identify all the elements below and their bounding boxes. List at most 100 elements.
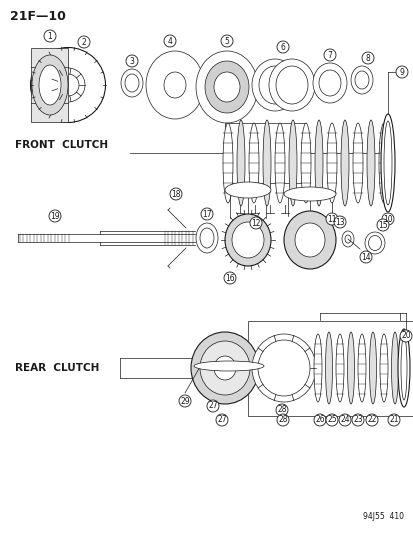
Circle shape xyxy=(164,35,176,47)
Ellipse shape xyxy=(259,66,290,104)
Bar xyxy=(224,123,304,183)
Ellipse shape xyxy=(31,47,105,123)
Ellipse shape xyxy=(190,332,259,404)
Ellipse shape xyxy=(383,121,391,205)
Ellipse shape xyxy=(354,71,368,89)
Text: 94J55  410: 94J55 410 xyxy=(362,512,403,521)
Circle shape xyxy=(399,330,411,342)
Circle shape xyxy=(201,208,212,220)
Circle shape xyxy=(376,219,388,231)
Ellipse shape xyxy=(340,120,348,206)
Circle shape xyxy=(126,55,138,67)
Text: 29: 29 xyxy=(180,397,189,406)
Ellipse shape xyxy=(262,120,271,206)
Circle shape xyxy=(216,414,228,426)
Circle shape xyxy=(361,52,373,64)
Text: 23: 23 xyxy=(352,416,362,424)
Ellipse shape xyxy=(274,123,284,203)
Text: 13: 13 xyxy=(335,217,344,227)
Ellipse shape xyxy=(214,356,235,380)
Text: 11: 11 xyxy=(326,214,336,223)
Ellipse shape xyxy=(326,123,336,203)
Circle shape xyxy=(333,216,345,228)
Text: 6: 6 xyxy=(280,43,285,52)
Ellipse shape xyxy=(275,66,307,104)
Text: 21F—10: 21F—10 xyxy=(10,10,66,23)
Circle shape xyxy=(323,49,335,61)
Ellipse shape xyxy=(318,70,340,96)
Ellipse shape xyxy=(214,72,240,102)
Circle shape xyxy=(276,414,288,426)
Ellipse shape xyxy=(347,332,354,404)
Circle shape xyxy=(49,210,61,222)
Ellipse shape xyxy=(325,332,332,404)
Text: 27: 27 xyxy=(208,401,217,410)
Ellipse shape xyxy=(352,123,362,203)
Text: 2: 2 xyxy=(81,37,86,46)
Circle shape xyxy=(223,272,235,284)
Ellipse shape xyxy=(146,51,204,119)
Bar xyxy=(31,48,68,122)
Text: 5: 5 xyxy=(224,36,229,45)
Text: 19: 19 xyxy=(50,212,59,221)
Text: 3: 3 xyxy=(129,56,134,66)
Circle shape xyxy=(78,36,90,48)
Ellipse shape xyxy=(378,123,388,203)
Text: FRONT  CLUTCH: FRONT CLUTCH xyxy=(15,140,108,150)
Ellipse shape xyxy=(300,123,310,203)
Circle shape xyxy=(351,414,363,426)
Ellipse shape xyxy=(224,214,271,266)
Ellipse shape xyxy=(369,332,375,404)
Ellipse shape xyxy=(204,61,248,113)
Text: 25: 25 xyxy=(326,416,336,424)
Ellipse shape xyxy=(252,59,297,111)
Ellipse shape xyxy=(32,55,68,115)
Ellipse shape xyxy=(164,72,185,98)
Circle shape xyxy=(338,414,350,426)
Ellipse shape xyxy=(57,74,79,96)
Text: 24: 24 xyxy=(339,416,349,424)
Ellipse shape xyxy=(252,334,315,402)
Text: 15: 15 xyxy=(377,221,387,230)
Circle shape xyxy=(325,213,337,225)
Circle shape xyxy=(365,414,377,426)
Text: 28: 28 xyxy=(277,406,286,415)
Circle shape xyxy=(170,188,182,200)
Ellipse shape xyxy=(344,235,350,243)
Circle shape xyxy=(276,41,288,53)
Ellipse shape xyxy=(199,341,249,395)
Text: 22: 22 xyxy=(366,416,376,424)
Ellipse shape xyxy=(125,74,139,92)
Text: 12: 12 xyxy=(251,219,260,228)
Circle shape xyxy=(387,414,399,426)
Ellipse shape xyxy=(294,223,324,257)
Ellipse shape xyxy=(39,65,61,105)
Text: 1: 1 xyxy=(47,31,52,41)
Ellipse shape xyxy=(223,123,233,203)
Circle shape xyxy=(325,414,337,426)
Text: 16: 16 xyxy=(225,273,234,282)
Ellipse shape xyxy=(268,59,314,111)
Ellipse shape xyxy=(195,223,218,253)
Ellipse shape xyxy=(350,66,372,94)
Ellipse shape xyxy=(397,329,409,407)
Text: 28: 28 xyxy=(278,416,287,424)
Text: 18: 18 xyxy=(171,190,180,198)
Ellipse shape xyxy=(391,332,398,404)
Ellipse shape xyxy=(357,334,365,402)
Text: 10: 10 xyxy=(382,214,392,223)
Ellipse shape xyxy=(224,182,271,198)
Text: REAR  CLUTCH: REAR CLUTCH xyxy=(15,363,99,373)
Ellipse shape xyxy=(283,187,335,201)
Circle shape xyxy=(359,251,371,263)
Text: 4: 4 xyxy=(167,36,172,45)
Text: 8: 8 xyxy=(365,53,370,62)
Ellipse shape xyxy=(379,334,387,402)
Circle shape xyxy=(44,30,56,42)
Ellipse shape xyxy=(364,232,384,254)
Text: 20: 20 xyxy=(400,332,410,341)
Circle shape xyxy=(221,35,233,47)
Circle shape xyxy=(381,213,393,225)
Ellipse shape xyxy=(194,361,263,371)
Bar xyxy=(247,321,413,416)
